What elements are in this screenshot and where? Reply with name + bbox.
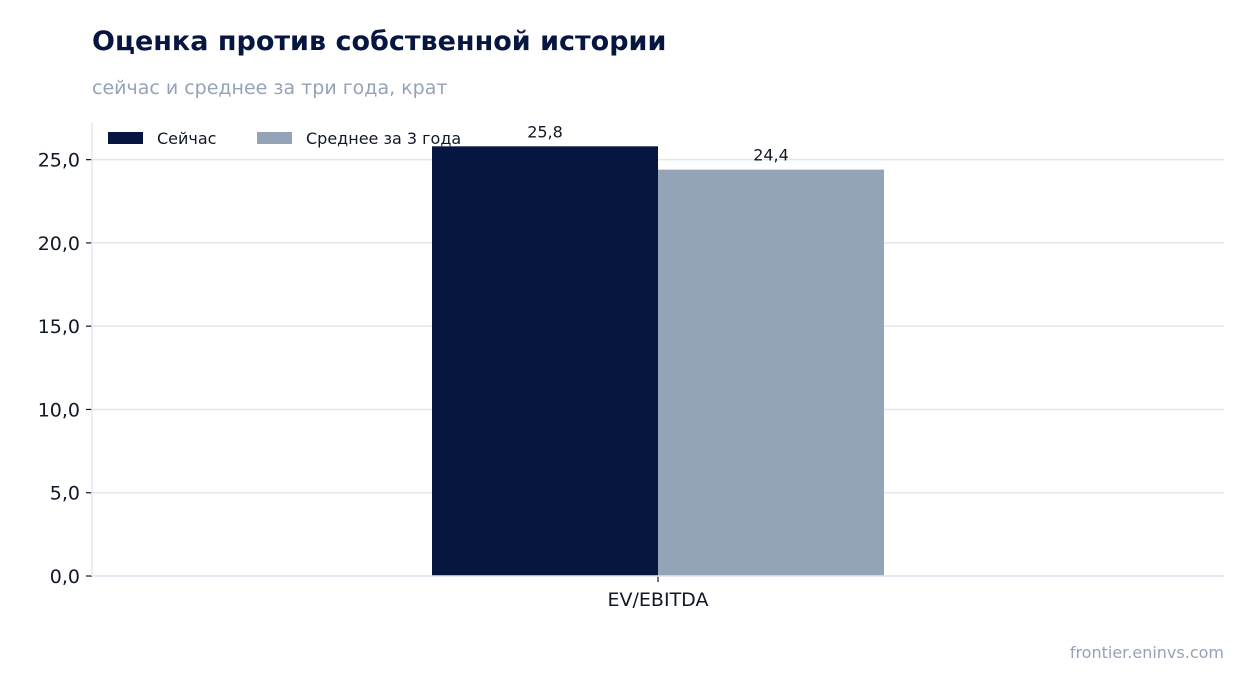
- legend: Сейчас Среднее за 3 года: [108, 129, 461, 148]
- y-tick-label: 10,0: [38, 399, 80, 421]
- x-tick-label: EV/EBITDA: [608, 589, 709, 611]
- y-tick-label: 0,0: [50, 566, 80, 588]
- value-label: 25,8: [527, 122, 563, 141]
- bar-now: [432, 146, 658, 577]
- legend-swatch: [108, 132, 143, 144]
- chart-subtitle: сейчас и среднее за три года, крат: [92, 77, 448, 99]
- chart-title: Оценка против собственной истории: [92, 26, 667, 57]
- value-label: 24,4: [753, 146, 789, 165]
- bar-avg-3y: [658, 169, 884, 576]
- y-tick-label: 5,0: [50, 483, 80, 505]
- legend-swatch: [257, 132, 292, 144]
- source-credit: frontier.eninvs.com: [1069, 643, 1224, 662]
- y-tick-label: 15,0: [38, 316, 80, 338]
- value-labels: 25,8 24,4: [527, 122, 789, 164]
- legend-label: Сейчас: [157, 129, 216, 148]
- legend-label: Среднее за 3 года: [306, 129, 461, 148]
- bars: [432, 146, 884, 577]
- axes: 0,0 5,0 10,0 15,0 20,0 25,0 EV/EBITDA: [38, 123, 1224, 611]
- y-tick-label: 25,0: [38, 150, 80, 172]
- y-tick-label: 20,0: [38, 233, 80, 255]
